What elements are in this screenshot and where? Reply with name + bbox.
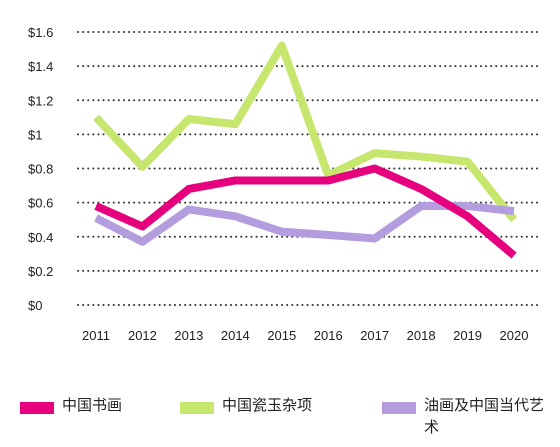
y-tick-label: $1.6 — [28, 25, 53, 40]
legend-item-ceramics-jade: 中国瓷玉杂项 — [180, 394, 312, 416]
legend-swatch — [180, 402, 214, 414]
legend-item-calligraphy-painting: 中国书画 — [20, 394, 122, 416]
x-tick-label: 2015 — [267, 328, 296, 343]
series-lines — [93, 41, 518, 259]
series-line-1 — [93, 41, 518, 223]
x-tick-label: 2014 — [221, 328, 250, 343]
y-tick-label: $0.2 — [28, 264, 53, 279]
x-axis-ticks: 2011 2012 2013 2014 2015 2016 2017 2018 2019 2020 — [82, 328, 528, 343]
legend-label: 中国书画 — [62, 396, 123, 414]
y-tick-label: $0.8 — [28, 162, 53, 177]
legend-label: 油画及中国当代艺术 — [424, 396, 545, 436]
x-tick-label: 2019 — [453, 328, 482, 343]
y-axis-ticks: $0 $0.2 $0.4 $0.6 $0.8 $1 $1.2 $1.4 $1.6 — [28, 25, 53, 313]
y-tick-label: $0.6 — [28, 196, 53, 211]
y-tick-label: $1 — [28, 127, 42, 142]
x-tick-label: 2012 — [128, 328, 157, 343]
x-tick-label: 2018 — [407, 328, 436, 343]
x-tick-label: 2013 — [174, 328, 203, 343]
y-tick-label: $0 — [28, 298, 42, 313]
y-tick-label: $1.2 — [28, 93, 53, 108]
legend-swatch — [382, 402, 416, 414]
legend-item-oil-contemporary: 油画及中国当代艺术 — [382, 394, 554, 438]
line-chart: $0$0.2$0.4$0.6$0.8$1$1.2$1.4$1.6 2011 201… — [28, 25, 541, 343]
legend: 中国书画 中国瓷玉杂项 油画及中国当代艺术 — [0, 392, 560, 447]
y-tick-label: $1.4 — [28, 59, 53, 74]
legend-label: 中国瓷玉杂项 — [222, 396, 313, 414]
x-tick-label: 2016 — [314, 328, 343, 343]
y-tick-label: $0.4 — [28, 230, 53, 245]
x-tick-label: 2017 — [360, 328, 389, 343]
series-line-0 — [94, 164, 517, 259]
legend-swatch — [20, 402, 54, 414]
x-tick-label: 2011 — [82, 328, 110, 343]
x-tick-label: 2020 — [500, 328, 529, 343]
